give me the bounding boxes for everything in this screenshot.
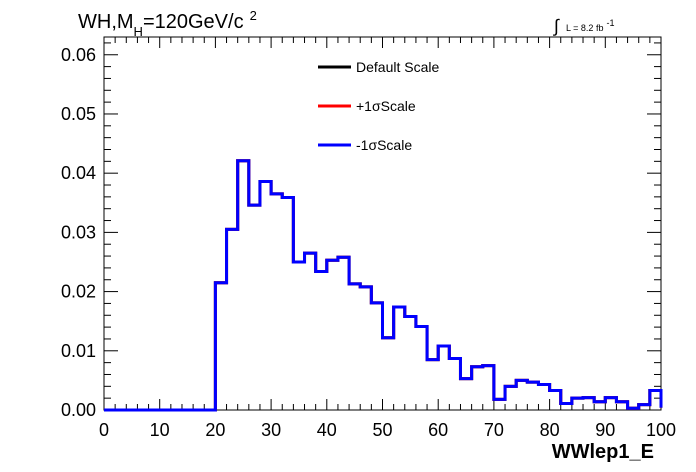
title-rest: =120GeV/c (143, 11, 244, 33)
x-tick-label: 40 (317, 420, 337, 440)
legend-label-plus: +1σScale (356, 98, 416, 114)
x-tick-label: 30 (261, 420, 281, 440)
y-tick-label: 0.05 (61, 104, 96, 124)
legend-label-minus: -1σScale (356, 137, 412, 153)
title-subscript: H (134, 24, 143, 39)
series-minus-1sigma-scale (104, 159, 663, 412)
lumi-label: L = 8.2 fb -1 (566, 18, 614, 33)
x-tick-label: 60 (428, 420, 448, 440)
y-tick-label: 0.01 (61, 341, 96, 361)
series-layer (104, 159, 663, 412)
x-axis-label: WWlep1_E (552, 441, 654, 463)
y-tick-label: 0.04 (61, 163, 96, 183)
lumi-text: L = 8.2 fb (566, 23, 603, 33)
x-tick-label: 10 (150, 420, 170, 440)
x-tick-label: 0 (99, 420, 109, 440)
x-tick-label: 50 (372, 420, 392, 440)
series-plus-1sigma-scale (104, 159, 663, 412)
x-tick-label: 20 (205, 420, 225, 440)
legend: Default Scale +1σScale -1σScale (318, 59, 439, 153)
y-tick-label: 0.02 (61, 282, 96, 302)
plot-frame (103, 36, 662, 411)
y-axis: 0.00 0.01 0.02 0.03 0.04 0.05 0.06 (61, 42, 661, 420)
lumi-superscript: -1 (606, 18, 614, 28)
series-default-scale (104, 159, 663, 412)
title-main: WH,M (78, 11, 134, 33)
y-tick-label: 0.00 (61, 400, 96, 420)
lumi-integral: ∫ (552, 16, 560, 36)
x-tick-label: 70 (484, 420, 504, 440)
y-tick-label: 0.06 (61, 45, 96, 65)
legend-label-default: Default Scale (356, 59, 439, 75)
x-tick-label: 80 (540, 420, 560, 440)
x-tick-label: 100 (646, 420, 676, 440)
y-tick-label: 0.03 (61, 222, 96, 242)
x-axis: 0 10 20 30 40 50 60 70 80 90 100 (99, 37, 676, 440)
x-tick-label: 90 (595, 420, 615, 440)
title-superscript: 2 (250, 8, 257, 23)
plot-title: WH,MH=120GeV/c 2 (78, 8, 257, 39)
